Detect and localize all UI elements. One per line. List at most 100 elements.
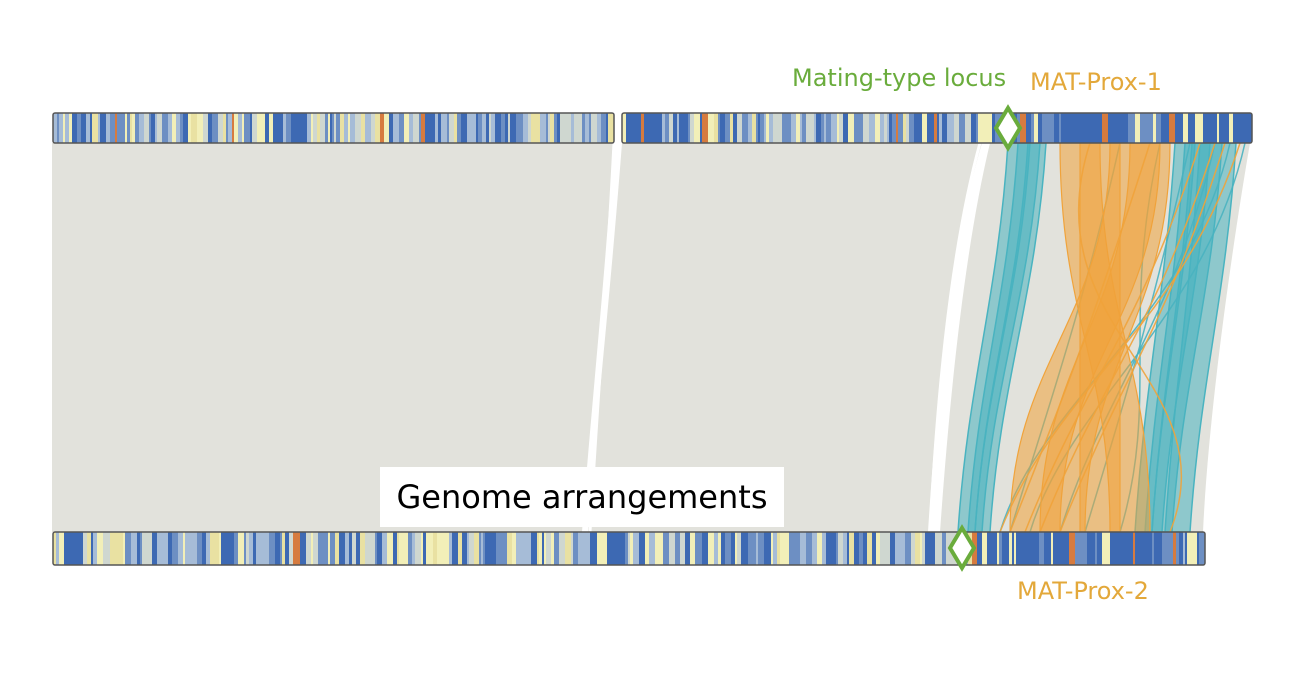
track-segment [69, 113, 72, 143]
track-segment [831, 113, 833, 143]
track-segment [546, 532, 551, 565]
track-segment [611, 532, 613, 565]
track-segment [1229, 113, 1233, 143]
track-segment [227, 532, 229, 565]
track-segment [1176, 532, 1179, 565]
track-segment [1159, 532, 1162, 565]
track-segment [117, 113, 121, 143]
track-segment [585, 113, 589, 143]
track-segment [238, 532, 244, 565]
track-segment [836, 532, 838, 565]
track-segment [495, 113, 501, 143]
track-segment [1250, 113, 1252, 143]
track-segment [690, 113, 694, 143]
chromosome-track-top-2 [621, 112, 1253, 144]
track-segment [789, 532, 795, 565]
track-segment [476, 532, 479, 565]
track-segment [123, 532, 125, 565]
track-segment [246, 532, 249, 565]
track-segment [784, 532, 789, 565]
inverted-link-line [1059, 142, 1226, 533]
track-segment [531, 532, 537, 565]
track-segment [597, 532, 601, 565]
track-segment [121, 113, 125, 143]
track-segment [252, 113, 257, 143]
track-segment [622, 113, 626, 143]
track-segment [630, 532, 633, 565]
track-segment [1016, 532, 1020, 565]
track-segment [702, 532, 708, 565]
track-segment [959, 113, 965, 143]
track-segment [1125, 532, 1129, 565]
track-segment [77, 113, 81, 143]
track-segment [1117, 532, 1119, 565]
track-segment [718, 532, 721, 565]
track-segment [405, 532, 408, 565]
track-segment [125, 113, 127, 143]
track-segment [1152, 532, 1154, 565]
track-segment [324, 532, 328, 565]
track-segment [849, 532, 854, 565]
track-segment [942, 532, 944, 565]
track-segment [516, 113, 520, 143]
track-segment [421, 113, 425, 143]
track-segment [81, 113, 86, 143]
track-segment [557, 113, 560, 143]
track-segment [1112, 113, 1117, 143]
track-segment [800, 113, 802, 143]
track-segment [639, 113, 641, 143]
track-segment [441, 113, 447, 143]
track-segment [814, 113, 816, 143]
track-segment [481, 532, 483, 565]
track-segment [399, 113, 404, 143]
track-segment [311, 532, 313, 565]
track-segment [954, 113, 959, 143]
track-segment [892, 113, 896, 143]
track-segment [335, 532, 339, 565]
track-segment [906, 113, 909, 143]
track-segment [426, 532, 429, 565]
track-segment [971, 113, 976, 143]
track-segment [100, 113, 106, 143]
track-segment [584, 532, 590, 565]
track-segment [262, 113, 265, 143]
track-segment [1063, 532, 1065, 565]
track-segment [339, 532, 345, 565]
track-segment [1245, 113, 1247, 143]
track-segment [654, 113, 658, 143]
track-segment [720, 113, 725, 143]
track-segment [611, 113, 614, 143]
track-segment [1089, 532, 1095, 565]
track-segment [306, 532, 311, 565]
track-segment [1036, 532, 1039, 565]
track-segment [1183, 113, 1188, 143]
track-segment [780, 532, 784, 565]
track-segment [838, 532, 843, 565]
track-segment [859, 532, 863, 565]
track-segment [915, 532, 920, 565]
track-segment [333, 532, 335, 565]
track-segment [876, 532, 880, 565]
track-segment [860, 113, 863, 143]
track-segment [73, 532, 79, 565]
track-segment [155, 113, 157, 143]
track-segment [1095, 113, 1097, 143]
track-segment [1097, 532, 1102, 565]
track-segment [65, 113, 69, 143]
track-segment [685, 532, 690, 565]
track-segment [334, 113, 336, 143]
synteny-block-left [52, 143, 614, 532]
track-segment [1185, 532, 1187, 565]
track-segment [67, 532, 73, 565]
track-segment [1009, 532, 1012, 565]
track-segment [356, 532, 360, 565]
track-segment [911, 532, 915, 565]
track-segment [1033, 532, 1036, 565]
track-segment [1199, 532, 1205, 565]
track-segment [132, 113, 135, 143]
track-segment [986, 113, 992, 143]
track-segment [979, 532, 982, 565]
track-segment [1026, 113, 1031, 143]
track-segment [1197, 113, 1203, 143]
track-segment [854, 113, 860, 143]
